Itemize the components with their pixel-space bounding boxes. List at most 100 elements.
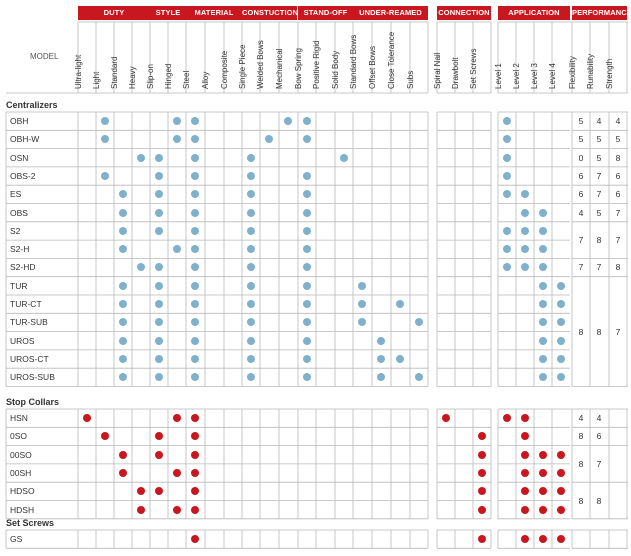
indicator-dot[interactable] (557, 535, 565, 543)
indicator-dot[interactable] (303, 300, 311, 308)
indicator-dot[interactable] (119, 318, 127, 327)
indicator-dot[interactable] (539, 336, 547, 345)
performance-value[interactable]: 0 (578, 152, 584, 163)
indicator-dot[interactable] (137, 263, 145, 272)
column-header-label[interactable]: Mechanical (275, 48, 284, 89)
performance-value[interactable]: 5 (596, 152, 602, 163)
indicator-dot[interactable] (119, 226, 127, 235)
indicator-dot[interactable] (503, 117, 511, 125)
performance-value[interactable]: 8 (578, 458, 584, 469)
indicator-dot[interactable] (557, 354, 565, 363)
indicator-dot[interactable] (119, 190, 127, 199)
indicator-dot[interactable] (191, 117, 199, 125)
indicator-dot[interactable] (303, 226, 311, 235)
indicator-dot[interactable] (119, 468, 127, 477)
indicator-dot[interactable] (191, 468, 199, 477)
performance-value[interactable]: 7 (615, 326, 621, 337)
column-header-label[interactable]: Subs (406, 70, 415, 89)
performance-value[interactable]: 6 (615, 189, 621, 200)
indicator-dot[interactable] (119, 373, 127, 382)
indicator-dot[interactable] (358, 318, 366, 327)
indicator-dot[interactable] (191, 450, 199, 459)
section-title[interactable]: Stop Collars (6, 397, 60, 407)
row-model-name[interactable]: OBH (10, 116, 29, 126)
indicator-dot[interactable] (396, 300, 404, 308)
indicator-dot[interactable] (191, 135, 199, 144)
indicator-dot[interactable] (539, 354, 547, 363)
indicator-dot[interactable] (358, 300, 366, 308)
indicator-dot[interactable] (247, 245, 255, 254)
indicator-dot[interactable] (247, 373, 255, 382)
indicator-dot[interactable] (303, 135, 311, 144)
column-header-label[interactable]: Ultra-light (74, 54, 83, 89)
row-model-name[interactable]: 0SO (10, 431, 28, 442)
indicator-dot[interactable] (303, 208, 311, 217)
indicator-dot[interactable] (303, 336, 311, 345)
indicator-dot[interactable] (155, 373, 163, 382)
indicator-dot[interactable] (478, 535, 486, 543)
indicator-dot[interactable] (247, 153, 255, 162)
row-model-name[interactable]: OBH-W (10, 134, 40, 145)
indicator-dot[interactable] (265, 135, 273, 144)
performance-value[interactable]: 6 (578, 189, 584, 200)
column-header-label[interactable]: Set Screws (469, 48, 478, 89)
group-header[interactable]: CONSTUCTION (242, 6, 298, 20)
row-model-name[interactable]: HSN (10, 413, 28, 423)
indicator-dot[interactable] (137, 153, 145, 162)
row-model-name[interactable]: HDSH (10, 504, 35, 515)
performance-value[interactable]: 8 (578, 326, 584, 337)
column-header[interactable]: Subs (406, 1, 428, 93)
indicator-dot[interactable] (155, 432, 163, 441)
row-model-name[interactable]: OBS (10, 207, 28, 218)
indicator-dot[interactable] (155, 171, 163, 180)
row-model-name[interactable]: 00SO (10, 449, 32, 460)
column-header-label[interactable]: Close Tolerance (387, 31, 396, 89)
indicator-dot[interactable] (539, 281, 547, 290)
indicator-dot[interactable] (539, 208, 547, 217)
indicator-dot[interactable] (173, 505, 181, 514)
performance-value[interactable]: 7 (578, 262, 584, 273)
indicator-dot[interactable] (415, 373, 423, 382)
group-header[interactable]: APPLICATION (498, 6, 570, 20)
indicator-dot[interactable] (521, 505, 529, 514)
row-model-name[interactable]: TUR (10, 280, 28, 291)
performance-value[interactable]: 4 (596, 413, 602, 423)
column-header-label[interactable]: Solid Body (331, 50, 340, 89)
column-header-label[interactable]: Standard Bows (349, 34, 358, 89)
column-header-label[interactable]: Drawbolt (451, 57, 460, 89)
column-header[interactable]: Strength (605, 1, 627, 93)
indicator-dot[interactable] (377, 354, 385, 363)
row-model-name[interactable]: UROS-CT (10, 353, 49, 364)
indicator-dot[interactable] (303, 263, 311, 272)
indicator-dot[interactable] (247, 281, 255, 290)
indicator-dot[interactable] (101, 171, 109, 180)
row-model-name[interactable]: S2-H (10, 244, 30, 255)
indicator-dot[interactable] (442, 414, 450, 422)
performance-value[interactable]: 7 (596, 170, 602, 181)
column-header-label[interactable]: Slip-on (146, 64, 155, 89)
column-header-label[interactable]: Level 2 (512, 63, 521, 89)
column-header-label[interactable]: Flexibility (568, 56, 577, 89)
performance-value[interactable]: 7 (615, 235, 621, 246)
row-model-name[interactable]: ES (10, 189, 22, 200)
indicator-dot[interactable] (173, 414, 181, 422)
indicator-dot[interactable] (155, 263, 163, 272)
column-header-label[interactable]: Composite (220, 50, 229, 89)
indicator-dot[interactable] (478, 468, 486, 477)
indicator-dot[interactable] (303, 245, 311, 254)
performance-value[interactable]: 7 (596, 262, 602, 273)
indicator-dot[interactable] (191, 226, 199, 235)
indicator-dot[interactable] (191, 281, 199, 290)
indicator-dot[interactable] (119, 281, 127, 290)
indicator-dot[interactable] (155, 153, 163, 162)
indicator-dot[interactable] (539, 263, 547, 272)
indicator-dot[interactable] (191, 535, 199, 543)
indicator-dot[interactable] (303, 318, 311, 327)
group-header[interactable]: UNDER-REAMED (353, 6, 428, 20)
row-model-name[interactable]: GS (10, 534, 23, 544)
performance-value[interactable]: 8 (578, 431, 584, 442)
indicator-dot[interactable] (377, 373, 385, 382)
performance-value[interactable]: 7 (596, 458, 602, 469)
row-model-name[interactable]: UROS (10, 335, 35, 346)
indicator-dot[interactable] (503, 135, 511, 144)
